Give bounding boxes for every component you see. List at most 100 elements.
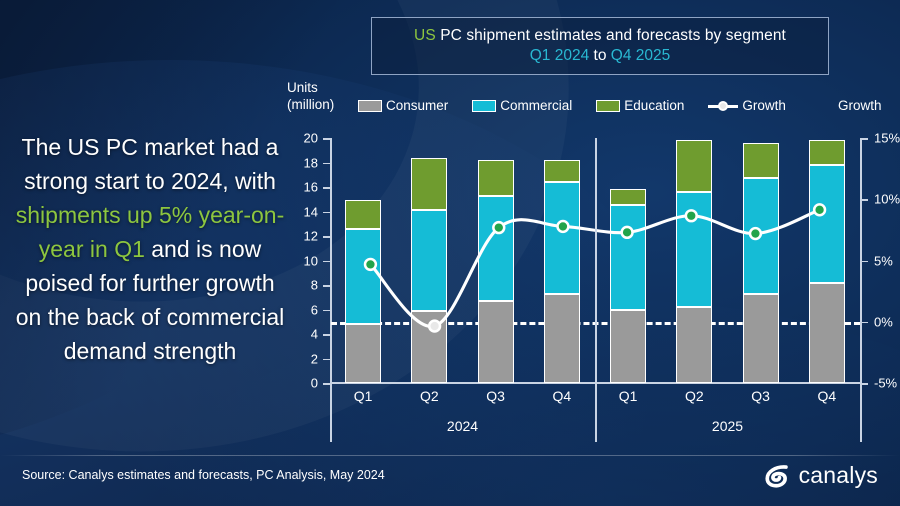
bar-group[interactable] [411,138,448,383]
title-period-to: Q4 2025 [610,47,671,64]
y2-axis-tick-label: -5% [874,375,898,391]
growth-data-point[interactable] [620,225,634,240]
y-axis-tick-label: 18 [303,155,318,170]
growth-data-point[interactable] [556,219,570,234]
y-axis-tick-label: 6 [310,302,318,317]
growth-data-point[interactable] [492,220,506,235]
y-axis-title-line-1: Units [287,80,318,95]
x-axis-year-label: 2024 [446,418,479,434]
stacked-bar-chart: 20 18 16 14 12 10 8 6 4 2 0 15% 10% 5% 0% -5% Q1 Q2 Q3 Q4… [300,130,900,450]
bar-segment-commercial[interactable] [610,205,647,310]
y-axis-tick [323,383,331,385]
y2-axis-title: Growth [838,98,882,113]
legend-line-marker [708,100,739,112]
y2-axis-tick [860,138,868,140]
bar-segment-education[interactable] [808,140,845,165]
chart-title-line-1: US PC shipment estimates and forecasts b… [414,27,786,45]
bar-segment-commercial[interactable] [411,210,448,311]
bar-segment-education[interactable] [411,157,448,211]
y-axis-tick [323,138,331,140]
x-axis-quarter-label: Q3 [486,388,505,404]
bar-segment-education[interactable] [676,140,713,192]
y2-axis-tick [860,199,868,201]
title-region-label: US [414,27,436,44]
bar-segment-consumer[interactable] [543,293,580,383]
bar-segment-education[interactable] [345,200,382,229]
source-note: Source: Canalys estimates and forecasts,… [22,468,385,482]
legend-label: Growth [742,98,786,113]
y-axis-tick [323,211,331,213]
bar-segment-education[interactable] [610,189,647,206]
x-axis-quarter-label: Q2 [685,388,704,404]
legend-item-consumer[interactable]: Consumer [358,98,448,113]
bar-segment-commercial[interactable] [808,164,845,283]
y-axis-tick [323,334,331,336]
y-axis-tick-label: 0 [310,375,318,391]
y2-axis-tick [860,383,868,385]
bar-segment-consumer[interactable] [742,293,779,383]
bar-segment-consumer[interactable] [808,282,845,383]
bar-segment-consumer[interactable] [345,324,382,383]
legend-swatch-consumer [358,99,382,112]
y-axis-tick [323,187,331,189]
y-axis-tick-label: 12 [303,228,318,244]
bar-group[interactable] [610,138,647,383]
x-axis-quarter-label: Q3 [751,388,770,404]
y2-axis-tick [860,321,868,324]
y2-axis-tick-label: 10% [874,191,900,207]
legend-item-commercial[interactable]: Commercial [472,98,572,113]
y2-axis-tick-label: 5% [874,253,893,268]
x-axis-category-band: Q1 Q2 Q3 Q4 Q1 Q2 Q3 Q4 2024 2025 [330,138,862,446]
canalys-logo-mark [765,464,788,488]
x-axis-year-label: 2025 [711,418,744,434]
legend-label: Commercial [500,98,573,113]
growth-line-series [363,203,827,333]
y-axis-tick [323,358,331,360]
growth-data-point[interactable] [363,257,378,272]
chart-title-box: US PC shipment estimates and forecasts b… [371,17,829,75]
x-axis-quarter-label: Q1 [618,388,638,404]
growth-data-point[interactable] [684,209,698,223]
growth-data-point[interactable] [812,203,827,217]
y-axis-tick-label: 2 [310,351,318,366]
bar-group[interactable] [543,138,580,383]
legend-label: Education [624,98,685,113]
legend-swatch-commercial [472,99,497,112]
y-axis-tick-label: 16 [303,179,318,195]
insight-text-part-1: The US PC market had a strong start to 2… [21,134,279,194]
y-axis-tick [323,285,331,287]
canalys-logo: canalys [764,462,878,489]
x-axis-quarter-label: Q2 [420,388,439,404]
x-axis-quarter-label: Q4 [817,388,837,404]
growth-data-point[interactable] [748,226,763,241]
bar-group[interactable] [477,138,514,383]
bar-segment-commercial[interactable] [543,182,580,294]
bar-segment-consumer[interactable] [610,309,647,383]
footer-divider [0,455,900,456]
bar-segment-education[interactable] [742,142,779,179]
y-axis-tick-label: 4 [310,326,318,342]
y2-axis-tick [860,260,868,262]
y-axis-tick [323,162,331,164]
bar-segment-commercial[interactable] [345,228,382,325]
legend-item-growth[interactable]: Growth [708,98,786,113]
year-group-separator [595,138,597,442]
legend-label: Consumer [386,98,449,113]
growth-data-point[interactable] [427,319,442,333]
bar-segment-education[interactable] [543,160,580,183]
bar-segment-consumer[interactable] [676,307,713,383]
bar-segment-education[interactable] [477,160,514,196]
bar-group[interactable] [345,138,382,383]
title-line-1-rest: PC shipment estimates and forecasts by s… [435,27,786,44]
y-axis-tick [323,309,331,311]
chart-title-line-2: Q1 2024 to Q4 2025 [530,47,670,65]
category-band-edge [330,384,332,442]
y-axis-tick-label: 10 [303,253,318,268]
legend-item-education[interactable]: Education [596,98,684,113]
insight-text-part-2: and is now poised for further growth on … [15,236,285,364]
y-axis-tick-label: 20 [303,130,318,146]
y-axis-title: Units (million) [287,79,334,113]
bar-group[interactable] [808,138,845,383]
bar-segment-consumer[interactable] [477,300,514,383]
